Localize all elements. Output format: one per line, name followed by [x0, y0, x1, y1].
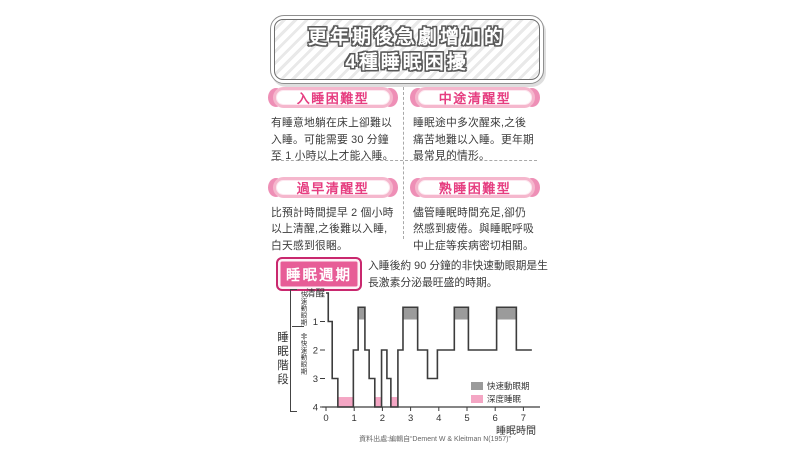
svg-text:2: 2: [380, 413, 385, 424]
type-description: 有睡意地躺在床上卻難以入睡。可能需要 30 分鐘至 1 小時以上才能入睡。: [271, 117, 394, 162]
title-banner-stripes: 更年期後急劇增加的 4種睡眠困擾: [274, 19, 540, 80]
legend-label-rem: 快速動眼期: [487, 380, 530, 391]
svg-text:0: 0: [323, 413, 328, 424]
type-description: 儘管睡眠時間充足,卻仍然感到疲倦。與睡眠呼吸中止症等疾病密切相關。: [413, 206, 534, 252]
type-description: 比預計時間提早 2 個小時以上清醒,之後難以入睡,白天感到很睏。: [271, 206, 394, 252]
type-heading-ribbon: 入睡困難型: [268, 87, 398, 108]
sleep-cycle-caption: 入睡後約 90 分鐘的非快速動眼期是生長激素分泌最旺盛的時期。: [368, 260, 548, 289]
type-heading-ribbon: 中途清醒型: [410, 87, 540, 108]
svg-text:6: 6: [493, 413, 498, 424]
type-heading: 入睡困難型: [273, 87, 393, 108]
svg-text:7: 7: [521, 413, 526, 424]
type-heading: 過早清醒型: [273, 176, 393, 198]
svg-text:2: 2: [313, 346, 318, 357]
legend-row-rem: 快速動眼期: [471, 379, 530, 392]
type-heading-ribbon: 熟睡困難型: [410, 176, 540, 198]
svg-text:1: 1: [352, 413, 357, 424]
nonrem-band-label: 非快速動眼期: [299, 333, 306, 375]
svg-text:4: 4: [313, 403, 318, 414]
svg-text:5: 5: [464, 413, 469, 424]
page-title-line1: 更年期後急劇增加的: [307, 27, 506, 48]
type-card-difficulty-falling-asleep: 入睡困難型 有睡意地躺在床上卻難以入睡。可能需要 30 分鐘至 1 小時以上才能…: [268, 87, 398, 165]
type-heading: 熟睡困難型: [415, 176, 535, 198]
rem-band-label: 快速動眼期: [299, 291, 306, 326]
y-axis-bracket: [290, 289, 297, 412]
y-axis-label: 睡眠階段: [276, 331, 288, 387]
svg-text:清醒: 清醒: [306, 288, 326, 300]
x-axis-label: 睡眠時間: [496, 426, 536, 437]
svg-text:3: 3: [313, 374, 318, 385]
rem-legend-swatch: [471, 381, 483, 390]
title-banner: 更年期後急劇增加的 4種睡眠困擾: [270, 15, 544, 84]
hypnogram-chart: 0 1 2 3 4 5 6 7 清醒 1 2 3 4: [270, 283, 550, 450]
chart-legend: 快速動眼期 深度睡眠: [471, 379, 530, 405]
sleep-cycle-badge-label: 睡眠週期: [286, 267, 352, 284]
sleep-cycle-badge: 睡眠週期: [276, 257, 362, 291]
deep-sleep-legend-swatch: [471, 394, 483, 403]
page-title-line2: 4種睡眠困擾: [345, 52, 469, 73]
svg-text:1: 1: [313, 317, 318, 328]
band-divider-tick: [292, 326, 304, 327]
legend-label-deep-sleep: 深度睡眠: [487, 393, 522, 404]
type-card-mid-sleep-waking: 中途清醒型 睡眠途中多次醒來,之後痛苦地難以入睡。更年期最常見的情形。: [410, 87, 540, 165]
type-description: 睡眠途中多次醒來,之後痛苦地難以入睡。更年期最常見的情形。: [413, 117, 534, 162]
type-heading: 中途清醒型: [415, 87, 535, 108]
vertical-dashed-divider: [403, 87, 404, 239]
hypnogram-plot: 0 1 2 3 4 5 6 7 清醒 1 2 3 4: [306, 288, 540, 424]
source-citation: 資料出處:編輯自“Dement W & Kleitman N(1957)”: [359, 436, 511, 443]
type-heading-ribbon: 過早清醒型: [268, 176, 398, 198]
type-card-early-waking: 過早清醒型 比預計時間提早 2 個小時以上清醒,之後難以入睡,白天感到很睏。: [268, 176, 398, 255]
legend-row-deep-sleep: 深度睡眠: [471, 392, 530, 405]
type-card-poor-deep-sleep: 熟睡困難型 儘管睡眠時間充足,卻仍然感到疲倦。與睡眠呼吸中止症等疾病密切相關。: [410, 176, 540, 255]
horizontal-dashed-divider: [271, 160, 537, 161]
sleep-problem-types-grid: 入睡困難型 有睡意地躺在床上卻難以入睡。可能需要 30 分鐘至 1 小時以上才能…: [268, 87, 540, 252]
svg-text:4: 4: [436, 413, 441, 424]
svg-text:3: 3: [408, 413, 413, 424]
